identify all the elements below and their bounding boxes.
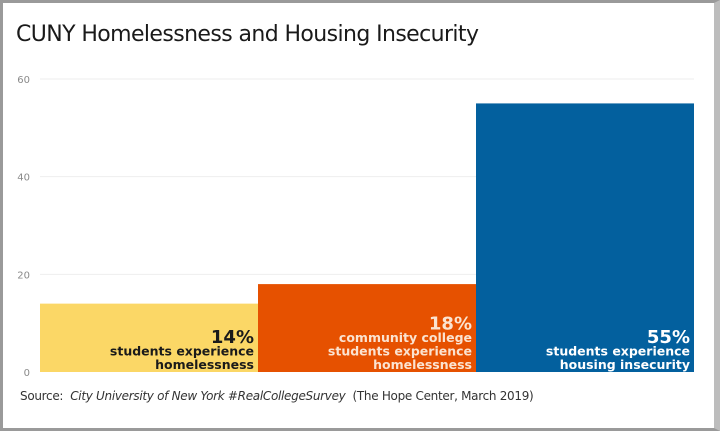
bar-description-line: housing insecurity [560,357,690,372]
source-prefix: Source: [20,389,64,403]
bar-description-line: homelessness [373,357,472,372]
source-note: Source: City University of New York #Rea… [20,389,534,403]
bar [258,284,476,372]
bar-value-label: 18% [429,314,472,335]
bar [40,303,258,372]
bar [476,103,694,373]
bars [40,103,694,373]
chart-title: CUNY Homelessness and Housing Insecurity [16,22,479,47]
y-tick-label: 20 [17,270,30,281]
bar-description-line: homelessness [155,357,254,372]
bar-value-label: 55% [647,327,690,348]
bar-description-line: students experience [110,344,254,359]
bar-value-label: 14% [211,327,254,348]
y-tick-label: 60 [17,75,30,86]
bar-description-line: community college [339,330,472,345]
bar-description-line: students experience [546,344,690,359]
y-tick-label: 0 [24,368,30,379]
y-tick-label: 40 [17,173,30,184]
bar-description-line: students experience [328,344,472,359]
source-publisher: (The Hope Center, March 2019) [352,389,534,403]
source-title: City University of New York #RealCollege… [70,389,346,403]
y-axis-ticks: 0 20 40 60 [17,75,30,379]
